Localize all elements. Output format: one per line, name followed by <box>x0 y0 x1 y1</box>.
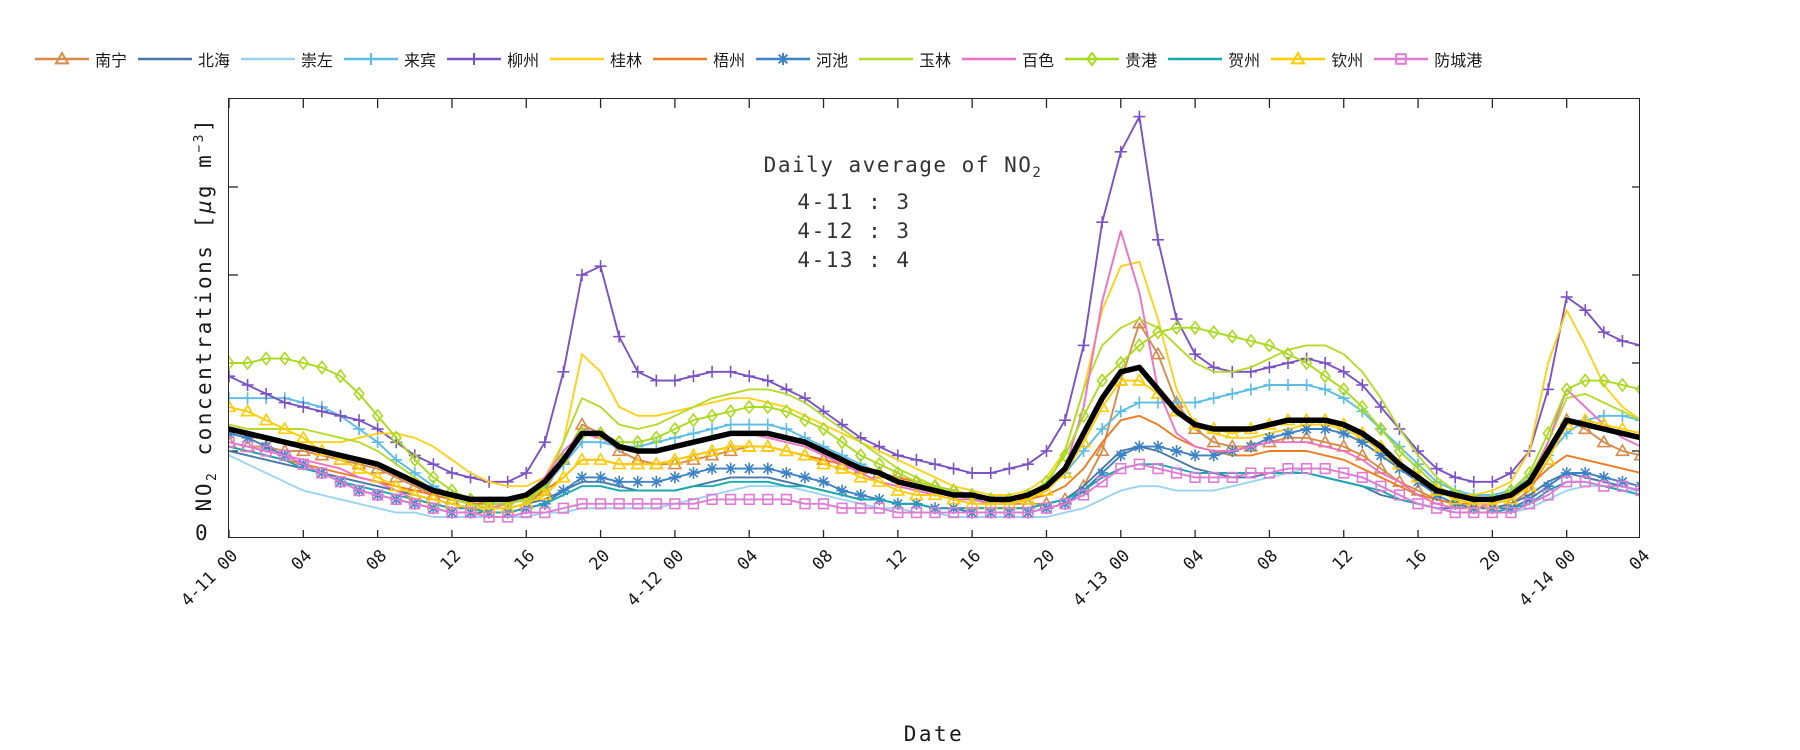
legend-item-9[interactable]: 玉林 <box>858 47 951 71</box>
x-axis-tick-label: 20 <box>1476 546 1506 575</box>
legend-item-label: 南宁 <box>95 51 128 70</box>
y-axis-tick-zero: 0 <box>195 521 208 545</box>
legend-line-icon <box>961 50 1017 68</box>
legend-item-label: 柳州 <box>507 51 540 70</box>
legend-item-label: 梧州 <box>713 51 746 70</box>
legend-line-plus-icon <box>343 50 399 68</box>
legend-line-icon <box>652 50 708 68</box>
legend-item-label: 贺州 <box>1228 51 1261 70</box>
legend-line-icon <box>137 50 193 68</box>
legend-item-10[interactable]: 百色 <box>961 47 1054 71</box>
legend-item-6[interactable]: 桂林 <box>549 47 642 71</box>
legend-item-label: 桂林 <box>610 51 643 70</box>
legend-item-1[interactable]: 南宁 <box>34 47 127 71</box>
legend-item-label: 崇左 <box>301 51 334 70</box>
x-axis-tick-label: 16 <box>1402 546 1432 575</box>
x-axis-tick-label: 4-14 00 <box>1515 546 1580 611</box>
x-axis-tick-label: 04 <box>1625 546 1655 575</box>
legend-item-label: 玉林 <box>919 51 952 70</box>
legend-item-7[interactable]: 梧州 <box>652 47 745 71</box>
x-axis-tick-label: 16 <box>956 546 986 575</box>
legend-item-label: 河池 <box>816 51 849 70</box>
legend-line-triangle-icon <box>1270 50 1326 68</box>
x-axis-tick-label: 08 <box>362 546 391 575</box>
x-axis-tick-label: 12 <box>882 546 911 575</box>
legend-item-label: 百色 <box>1022 51 1055 70</box>
legend-item-label: 来宾 <box>404 51 437 70</box>
legend-item-label: 防城港 <box>1434 51 1483 70</box>
x-axis-tick-label: 12 <box>436 546 466 575</box>
legend-item-11[interactable]: 贵港 <box>1064 47 1157 71</box>
x-axis-tick-label: 04 <box>287 546 317 575</box>
x-axis-tick-label: 04 <box>733 546 763 575</box>
x-axis-tick-label: 12 <box>1328 546 1357 575</box>
chart-canvas <box>229 99 1639 537</box>
x-axis-tick-label: 20 <box>585 546 614 575</box>
legend-item-12[interactable]: 贺州 <box>1167 47 1260 71</box>
x-axis-label: Date <box>903 722 965 746</box>
legend-line-icon <box>549 50 605 68</box>
legend-line-icon <box>1167 50 1223 68</box>
x-axis-tick-label: 08 <box>1253 546 1283 575</box>
x-axis-tick-label: 4-13 00 <box>1069 546 1134 611</box>
legend-line-icon <box>240 50 296 68</box>
legend-item-2[interactable]: 北海 <box>137 47 230 71</box>
x-axis-tick-label: 16 <box>510 546 540 575</box>
x-axis-tick-label: 4-12 00 <box>623 546 689 611</box>
legend-line-asterisk-icon <box>755 50 811 68</box>
legend-line-icon <box>858 50 914 68</box>
x-axis-tick-label: 20 <box>1030 546 1060 575</box>
x-axis-tick-label: 08 <box>808 546 837 575</box>
chart-legend: 南宁 北海 崇左 来宾 柳州 桂林 梧州 河池 玉林 百色 贵港 贺州 钦州 防城港 <box>0 42 1800 76</box>
legend-line-plus-icon <box>446 50 502 68</box>
x-axis-tick-label: 04 <box>1179 546 1209 575</box>
legend-item-4[interactable]: 来宾 <box>343 47 436 71</box>
legend-item-label: 北海 <box>198 51 231 70</box>
legend-item-14[interactable]: 防城港 <box>1373 47 1482 71</box>
legend-line-triangle-icon <box>34 50 90 68</box>
legend-item-label: 贵港 <box>1125 51 1158 70</box>
x-axis-tick-label: 4-11 00 <box>177 546 243 611</box>
legend-item-13[interactable]: 钦州 <box>1270 47 1363 71</box>
legend-item-8[interactable]: 河池 <box>755 47 848 71</box>
legend-line-diamond-icon <box>1064 50 1120 68</box>
legend-item-label: 钦州 <box>1331 51 1364 70</box>
plot-area: Daily average of NO2 4-11 : 3 4-12 : 3 4… <box>228 98 1640 538</box>
legend-item-3[interactable]: 崇左 <box>240 47 333 71</box>
legend-line-square-icon <box>1373 50 1429 68</box>
series-average <box>229 364 1639 503</box>
y-axis-label: NO2 concentrations [µg m−3] <box>191 116 221 512</box>
legend-item-5[interactable]: 柳州 <box>446 47 539 71</box>
series-河池 <box>229 423 1639 519</box>
series-柳州 <box>229 110 1639 488</box>
series-防城港 <box>229 436 1639 523</box>
